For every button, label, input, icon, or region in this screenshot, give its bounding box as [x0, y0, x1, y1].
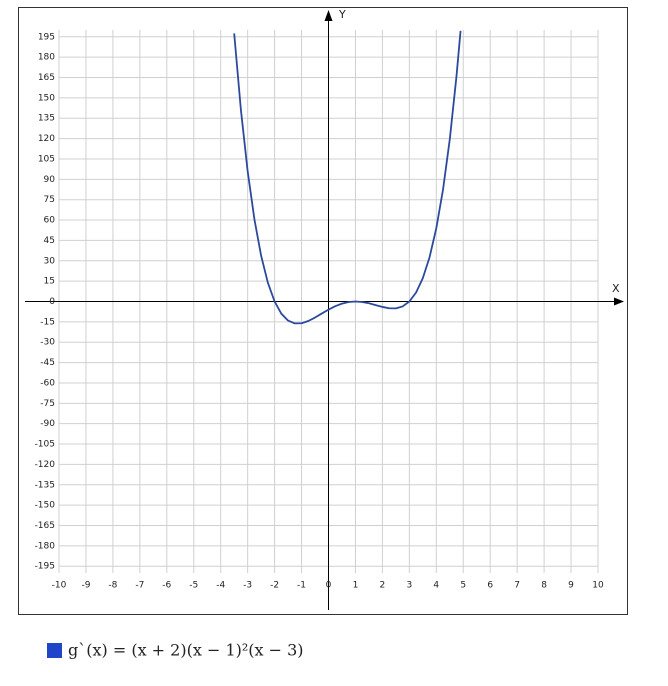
y-tick-label: 105: [38, 154, 55, 164]
y-tick-label: 60: [44, 216, 56, 226]
x-tick-label: -2: [270, 581, 279, 591]
x-tick-label: -8: [108, 581, 117, 591]
x-tick-label: 5: [460, 581, 466, 591]
y-tick-label: 30: [44, 256, 56, 266]
y-tick-label: 150: [38, 93, 55, 103]
y-tick-label: 90: [44, 175, 56, 185]
x-tick-label: -3: [243, 581, 252, 591]
x-axis-label: X: [612, 282, 620, 295]
y-axis-arrow: [324, 10, 333, 21]
y-tick-label: -180: [35, 541, 56, 551]
y-tick-label: -75: [40, 399, 55, 409]
x-tick-label: -5: [189, 581, 198, 591]
x-tick-label: -7: [135, 581, 144, 591]
y-tick-label: -105: [35, 440, 55, 450]
x-tick-label: -9: [81, 581, 90, 591]
y-tick-label: 15: [44, 277, 55, 287]
y-tick-label: 135: [38, 114, 55, 124]
x-tick-label: 6: [487, 581, 493, 591]
y-tick-label: -165: [35, 521, 55, 531]
y-tick-label: -60: [40, 378, 55, 388]
y-tick-label: -30: [40, 338, 55, 348]
y-tick-label: -150: [35, 501, 56, 511]
x-tick-label: -10: [52, 581, 67, 591]
x-tick-label: 8: [541, 581, 547, 591]
x-tick-label: -1: [297, 581, 306, 591]
x-tick-label: 2: [380, 581, 386, 591]
data-line: [233, 30, 462, 325]
y-tick-label: -15: [40, 317, 55, 327]
x-tick-label: -4: [216, 581, 225, 591]
x-tick-label: 4: [433, 581, 439, 591]
axes: [25, 10, 624, 610]
y-tick-label: -135: [35, 480, 55, 490]
y-tick-label: 75: [44, 195, 55, 205]
y-axis-label: Y: [338, 8, 346, 21]
legend-swatch: [47, 643, 62, 658]
y-tick-label: 180: [38, 53, 55, 63]
x-tick-label: 1: [353, 581, 359, 591]
y-tick-label: -45: [40, 358, 55, 368]
y-tick-label: -90: [40, 419, 55, 429]
legend-label: g`(x) = (x + 2)(x − 1)²(x − 3): [68, 641, 304, 660]
x-tick-label: 10: [592, 581, 604, 591]
y-tick-label: -195: [35, 562, 55, 572]
x-axis-arrow: [614, 297, 624, 306]
x-tick-label: 0: [326, 581, 332, 591]
x-tick-label: 9: [568, 581, 574, 591]
x-tick-label: -6: [162, 581, 171, 591]
y-tick-label: 195: [38, 32, 55, 42]
y-tick-label: 45: [44, 236, 55, 246]
x-tick-label: 3: [406, 581, 412, 591]
y-tick-label: 0: [49, 297, 55, 307]
y-tick-label: -120: [35, 460, 56, 470]
y-tick-label: 120: [38, 134, 55, 144]
plot-frame: [18, 7, 628, 615]
x-tick-label: 7: [514, 581, 520, 591]
y-tick-label: 165: [38, 73, 55, 83]
